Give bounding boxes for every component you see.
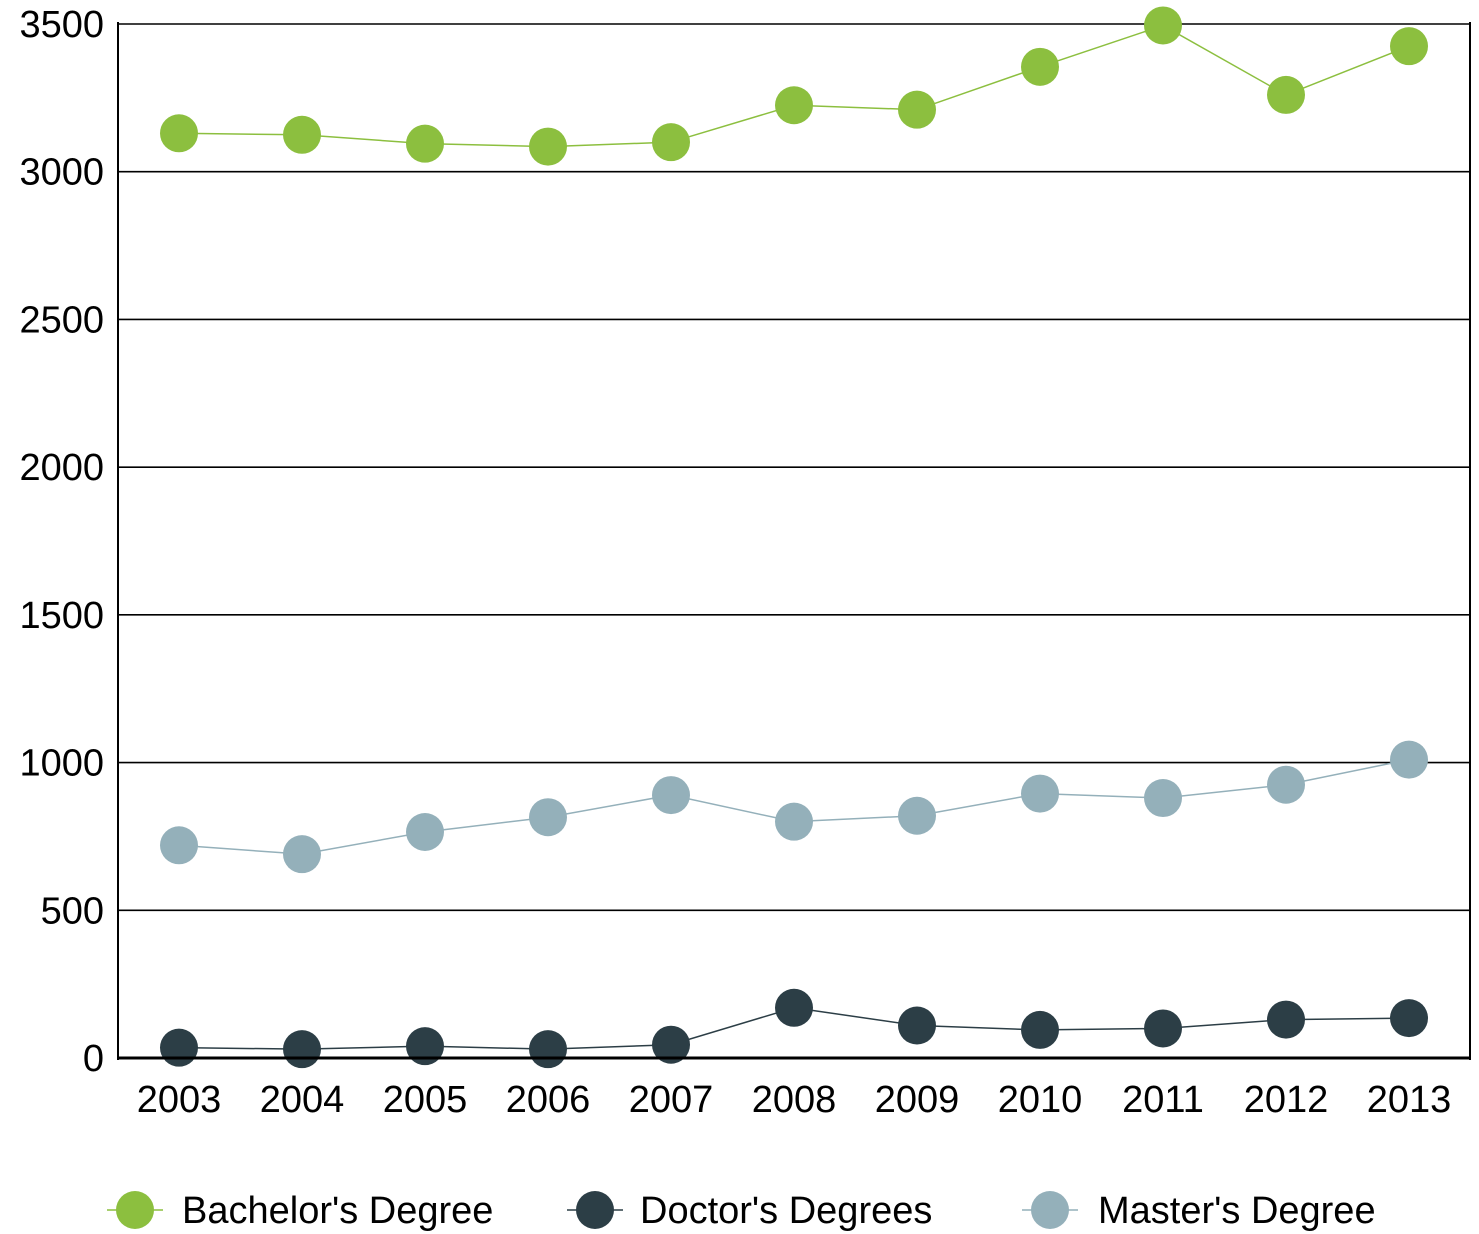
y-tick-label: 2500 (19, 299, 104, 341)
data-point (1267, 75, 1305, 114)
legend: Bachelor's Degree Doctor's Degrees Master'… (107, 1190, 1376, 1232)
data-point (1021, 1010, 1059, 1049)
legend-marker (576, 1191, 614, 1229)
data-point (529, 127, 567, 166)
data-point (406, 812, 444, 851)
data-point (1021, 774, 1059, 813)
legend-marker (1031, 1191, 1069, 1229)
data-point (1390, 27, 1428, 66)
data-point (898, 1006, 936, 1045)
x-tick-label: 2007 (629, 1079, 714, 1121)
x-tick-label: 2008 (752, 1079, 837, 1121)
x-tick-label: 2011 (1122, 1079, 1204, 1121)
data-point (160, 1028, 198, 1067)
gridlines (118, 23, 1470, 1059)
legend-item: Master's Degree (1022, 1190, 1376, 1232)
x-tick-label: 2012 (1244, 1079, 1329, 1121)
data-point (1021, 47, 1059, 86)
data-point (283, 835, 321, 874)
data-point (652, 123, 690, 162)
y-axis-ticks: 0 500 1000 1500 2000 2500 3000 3500 (19, 4, 104, 1080)
data-point (160, 826, 198, 865)
y-tick-label: 3500 (19, 4, 104, 46)
series-layer (160, 6, 1428, 1069)
y-tick-label: 0 (83, 1038, 104, 1080)
data-point (775, 988, 813, 1027)
data-point (1144, 779, 1182, 818)
y-tick-label: 500 (41, 890, 104, 932)
y-tick-label: 2000 (19, 447, 104, 489)
legend-label: Master's Degree (1098, 1190, 1376, 1232)
data-point (898, 796, 936, 835)
data-point (406, 1027, 444, 1066)
data-point (898, 90, 936, 129)
data-point (775, 86, 813, 125)
x-tick-label: 2005 (383, 1079, 468, 1121)
plot-frame (117, 22, 1471, 1060)
data-point (652, 776, 690, 815)
data-point (1267, 1000, 1305, 1039)
data-point (775, 802, 813, 841)
legend-label: Doctor's Degrees (640, 1190, 932, 1232)
series-0 (160, 6, 1428, 166)
data-point (283, 1030, 321, 1069)
x-tick-label: 2006 (506, 1079, 591, 1121)
x-tick-label: 2009 (875, 1079, 960, 1121)
data-point (406, 124, 444, 163)
series-1 (160, 988, 1428, 1069)
data-point (529, 1030, 567, 1069)
legend-label: Bachelor's Degree (182, 1190, 493, 1232)
x-tick-label: 2004 (260, 1079, 345, 1121)
data-point (1144, 6, 1182, 45)
legend-item: Bachelor's Degree (107, 1190, 493, 1232)
x-axis-ticks: 2003 2004 2005 2006 2007 2008 2009 2010 2011 2012… (137, 1079, 1452, 1121)
y-tick-label: 3000 (19, 152, 104, 194)
data-point (652, 1025, 690, 1064)
legend-marker (116, 1191, 154, 1229)
data-point (1144, 1009, 1182, 1048)
data-point (160, 114, 198, 153)
x-tick-label: 2013 (1367, 1079, 1452, 1121)
data-point (1267, 765, 1305, 804)
data-point (529, 798, 567, 837)
legend-item: Doctor's Degrees (567, 1190, 932, 1232)
series-2 (160, 740, 1428, 874)
data-point (1390, 999, 1428, 1038)
y-tick-label: 1000 (19, 743, 104, 785)
data-point (1390, 740, 1428, 779)
series-line (178, 24, 1410, 148)
x-tick-label: 2010 (998, 1079, 1083, 1121)
data-point (283, 115, 321, 154)
x-tick-label: 2003 (137, 1079, 222, 1121)
y-tick-label: 1500 (19, 595, 104, 637)
